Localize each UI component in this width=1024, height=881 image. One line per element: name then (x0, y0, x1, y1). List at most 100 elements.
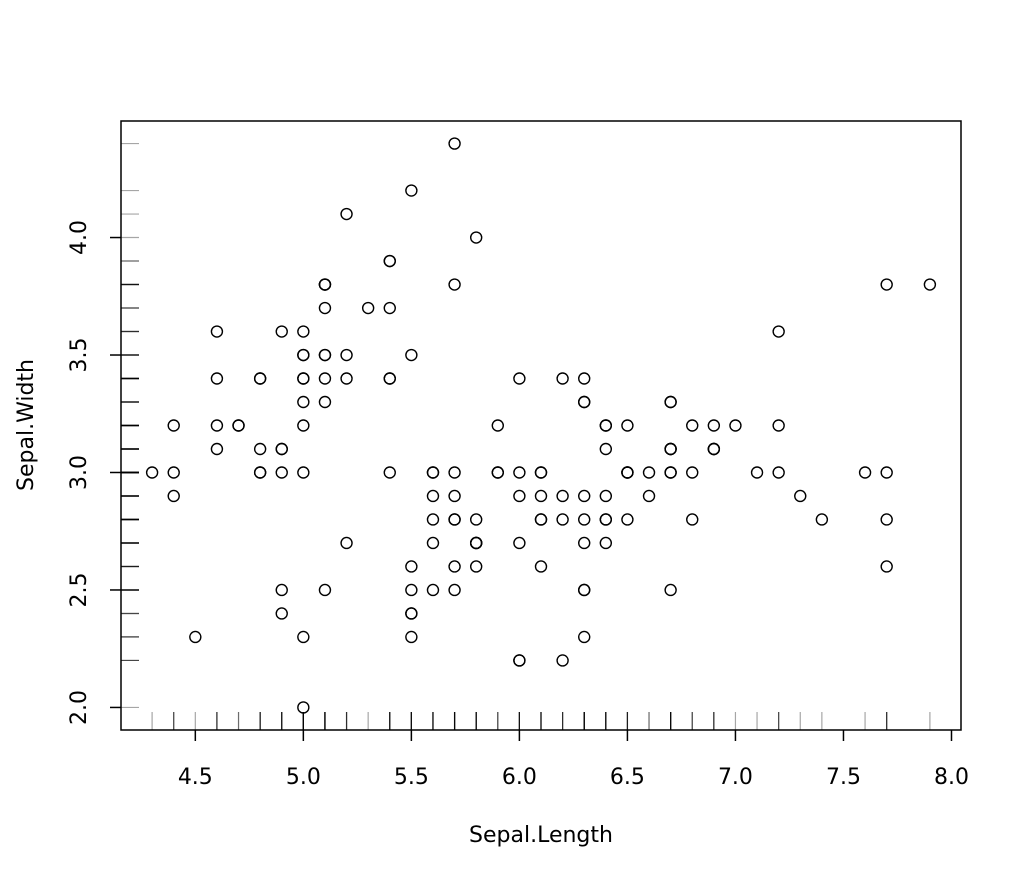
data-point (513, 536, 526, 550)
data-point (469, 513, 483, 526)
data-point (599, 536, 613, 550)
data-point (448, 560, 461, 573)
y-axis: 2.0 2.5 3.0 3.5 4.0 (67, 220, 121, 725)
data-point (858, 466, 872, 479)
data-point (383, 372, 396, 385)
data-point (923, 278, 937, 291)
data-point (599, 513, 613, 526)
data-point (513, 372, 526, 385)
y-tick-label: 2.5 (67, 572, 92, 607)
x-tick-label: 5.5 (394, 765, 429, 790)
data-point (426, 466, 440, 479)
data-point (772, 466, 785, 479)
data-point (426, 513, 440, 526)
x-rug (151, 712, 931, 730)
x-tick-label: 6.0 (502, 765, 537, 790)
data-point (318, 278, 332, 291)
data-point (772, 419, 785, 432)
data-points (145, 137, 937, 714)
data-point (405, 560, 418, 573)
y-axis-title: Sepal.Width (14, 359, 39, 491)
data-point (426, 583, 440, 597)
data-point (469, 536, 483, 550)
data-point (167, 419, 180, 432)
data-point (318, 372, 332, 385)
data-point (556, 372, 569, 385)
data-point (578, 536, 591, 550)
x-tick-label: 5.0 (286, 765, 321, 790)
x-axis-title: Sepal.Length (469, 823, 613, 848)
data-point (707, 442, 721, 456)
data-point (210, 325, 224, 338)
data-point (383, 466, 396, 479)
data-point (253, 372, 267, 385)
data-point (772, 325, 785, 338)
data-point (599, 489, 613, 503)
data-point (297, 466, 310, 479)
data-point (448, 278, 461, 291)
data-point (578, 372, 591, 385)
data-point (340, 348, 353, 362)
data-point (210, 419, 224, 432)
data-point (815, 513, 829, 526)
data-point (578, 630, 591, 644)
data-point (513, 654, 526, 667)
data-point (534, 560, 548, 573)
data-point (275, 607, 288, 620)
data-point (340, 207, 353, 221)
data-point (686, 419, 699, 432)
data-point (297, 395, 310, 409)
data-point (513, 489, 526, 503)
x-tick-label: 4.5 (178, 765, 213, 790)
data-point (750, 466, 764, 479)
data-point (686, 466, 699, 479)
data-point (642, 489, 656, 503)
data-point (340, 536, 353, 550)
data-point (578, 489, 591, 503)
data-point (275, 325, 288, 338)
data-point (232, 419, 245, 432)
data-point (534, 489, 548, 503)
data-point (426, 489, 440, 503)
x-tick-label: 7.5 (826, 765, 861, 790)
data-point (297, 325, 310, 338)
data-point (707, 419, 721, 432)
data-point (405, 184, 418, 197)
data-point (664, 583, 677, 597)
x-tick-label: 8.0 (934, 765, 969, 790)
y-tick-label: 2.0 (67, 690, 92, 725)
data-point (210, 442, 224, 456)
data-point (297, 419, 310, 432)
data-point (189, 630, 202, 644)
data-point (318, 301, 332, 315)
data-point (491, 419, 504, 432)
data-point (275, 442, 288, 456)
data-point (167, 489, 180, 503)
data-point (383, 254, 396, 268)
data-point (405, 583, 418, 597)
y-tick-label: 3.0 (67, 455, 92, 490)
data-point (210, 372, 224, 385)
data-point (275, 583, 288, 597)
data-point (642, 466, 656, 479)
data-point (361, 301, 375, 315)
data-point (621, 513, 634, 526)
data-point (534, 466, 548, 479)
data-point (621, 419, 634, 432)
data-point (469, 231, 483, 244)
data-point (556, 513, 569, 526)
data-point (599, 442, 613, 456)
data-point (167, 466, 180, 479)
data-point (318, 583, 332, 597)
data-point (448, 583, 461, 597)
data-point (578, 395, 591, 409)
data-point (253, 442, 267, 456)
data-point (297, 372, 310, 385)
data-point (880, 513, 893, 526)
x-tick-label: 7.0 (718, 765, 753, 790)
data-point (448, 489, 461, 503)
data-point (513, 466, 526, 479)
data-point (556, 489, 569, 503)
plot-frame (120, 120, 962, 731)
